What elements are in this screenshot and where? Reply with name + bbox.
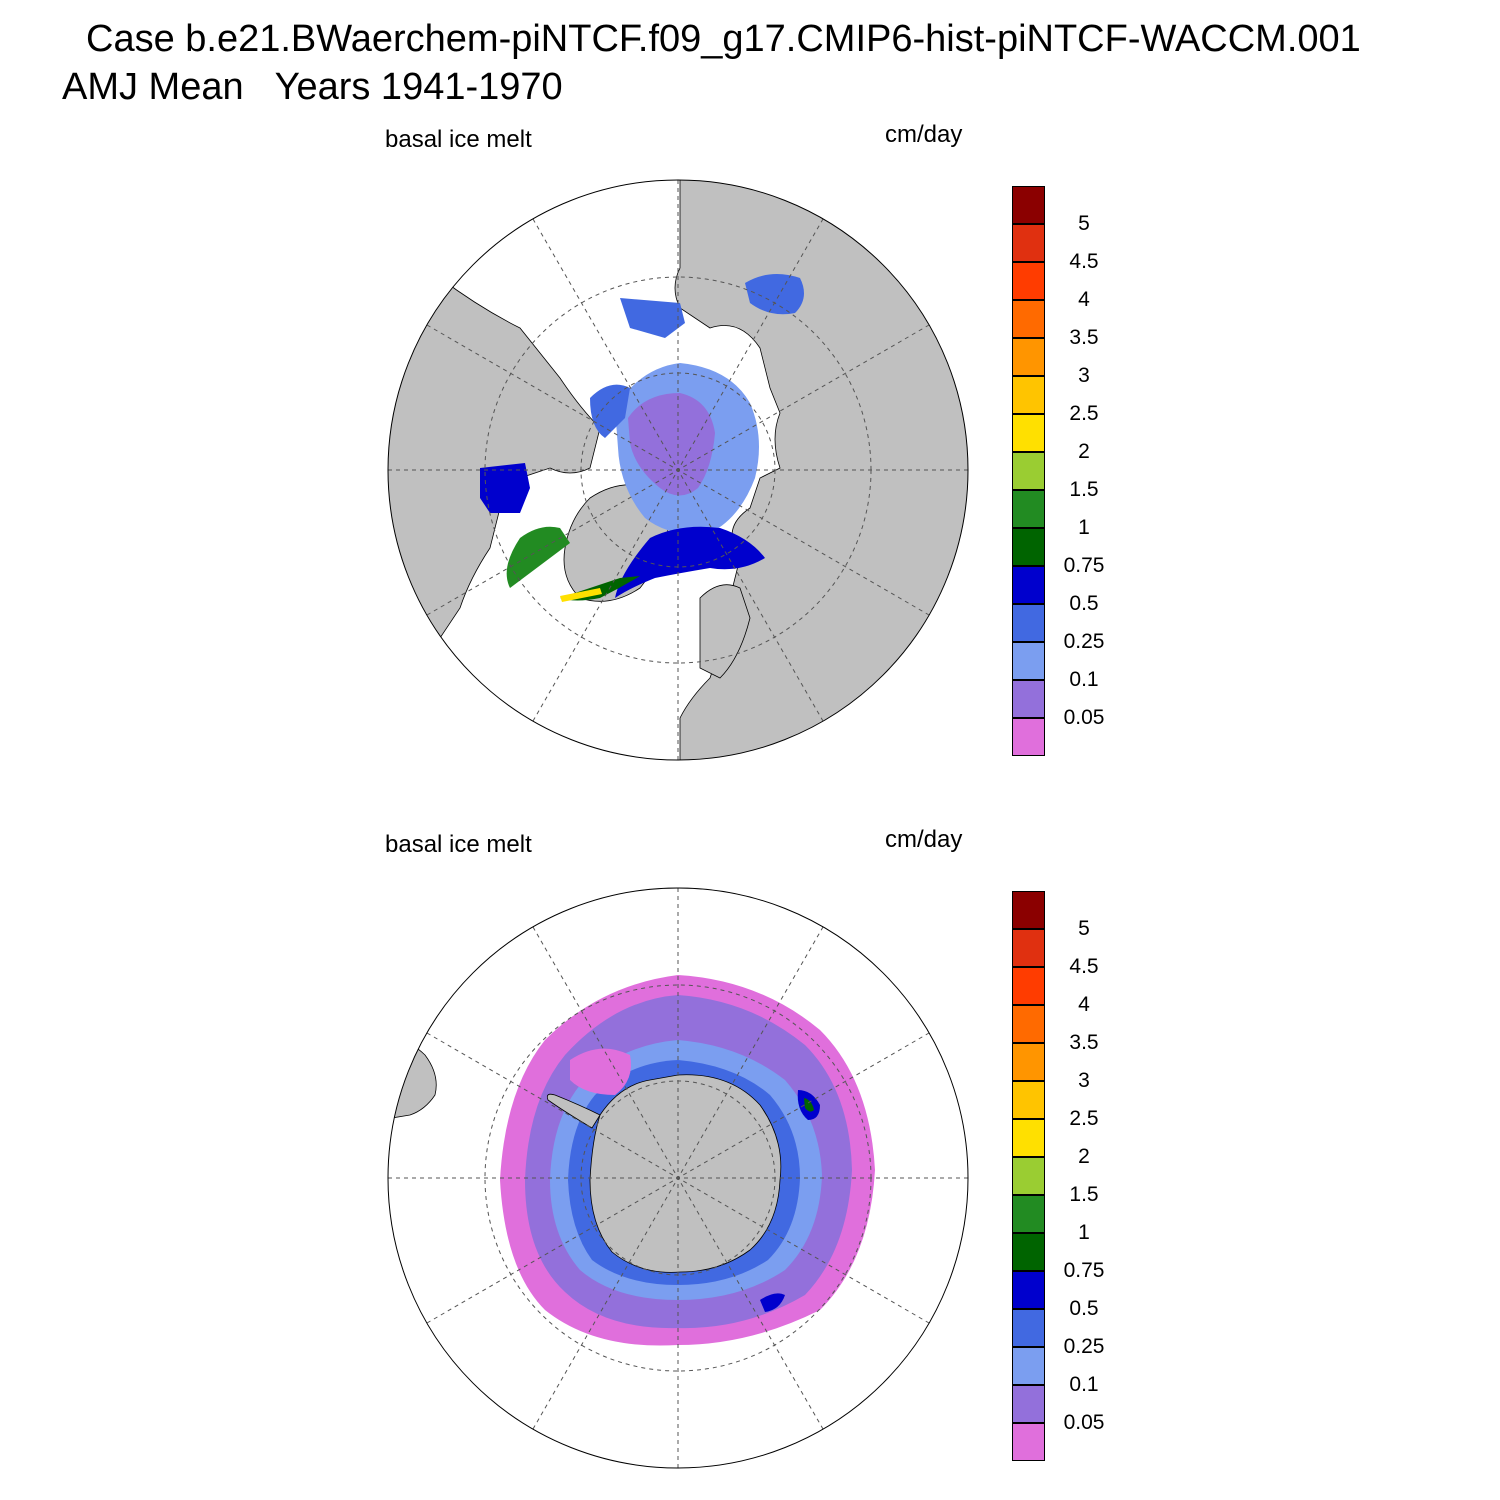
colorbar-tick-label: 0.1 xyxy=(1069,668,1099,691)
colorbar-swatch xyxy=(1012,604,1045,642)
colorbar-swatch xyxy=(1012,262,1045,300)
colorbar-tick-label: 5 xyxy=(1078,212,1090,235)
colorbar-tick-label: 2.5 xyxy=(1069,1107,1099,1130)
colorbar-tick-label: 1.5 xyxy=(1069,1183,1099,1206)
colorbar-swatch xyxy=(1012,414,1045,452)
melt-greenland-south-yellow xyxy=(560,588,602,602)
melt-hotspot-east-green xyxy=(804,1098,814,1112)
colorbar-swatch xyxy=(1012,718,1045,756)
colorbar-tick-label: 0.05 xyxy=(1063,706,1105,729)
colorbar-tick-label: 1 xyxy=(1078,516,1090,539)
colorbar-tick-label: 2 xyxy=(1078,440,1090,463)
colorbar-swatch xyxy=(1012,566,1045,604)
colorbar-swatch xyxy=(1012,490,1045,528)
colorbar-swatch xyxy=(1012,452,1045,490)
colorbar-swatch xyxy=(1012,1271,1045,1309)
colorbar-tick-label: 2.5 xyxy=(1069,402,1099,425)
colorbar-swatch xyxy=(1012,929,1045,967)
colorbar-swatch xyxy=(1012,224,1045,262)
land-antarctic-peninsula xyxy=(546,1093,601,1129)
colorbar-swatch xyxy=(1012,1423,1045,1461)
colorbar-tick-label: 4 xyxy=(1078,288,1090,311)
map-border-south xyxy=(387,887,969,1469)
colorbar-swatch xyxy=(1012,1309,1045,1347)
panel-2-variable-label: basal ice melt xyxy=(385,831,532,858)
colorbar-tick-label: 0.75 xyxy=(1063,1259,1105,1282)
colorbar-swatch xyxy=(1012,967,1045,1005)
colorbar-tick-label: 0.5 xyxy=(1069,1297,1099,1320)
colorbar-tick-label: 4.5 xyxy=(1069,955,1099,978)
colorbar-swatch xyxy=(1012,891,1045,929)
colorbar-tick-label: 0.25 xyxy=(1063,630,1105,653)
colorbar-swatch xyxy=(1012,338,1045,376)
colorbar-swatch xyxy=(1012,680,1045,718)
colorbar-tick-label: 0.5 xyxy=(1069,592,1099,615)
graticule-south xyxy=(388,888,968,1468)
colorbar-tick-label: 0.25 xyxy=(1063,1335,1105,1358)
colorbar-swatch xyxy=(1012,1081,1045,1119)
graticule-north xyxy=(388,180,968,760)
colorbar-tick-label: 5 xyxy=(1078,917,1090,940)
melt-weddell-pink xyxy=(570,1048,631,1095)
map-border-north xyxy=(387,179,969,761)
colorbar-tick-label: 1 xyxy=(1078,1221,1090,1244)
land-eurasia xyxy=(674,180,968,760)
colorbar-tick-label: 1.5 xyxy=(1069,478,1099,501)
colorbar-tick-label: 3.5 xyxy=(1069,1031,1099,1054)
colorbar-swatch xyxy=(1012,300,1045,338)
colorbar-swatch xyxy=(1012,642,1045,680)
melt-bering xyxy=(620,298,685,338)
melt-okhotsk xyxy=(745,274,804,315)
colorbar-tick-label: 0.75 xyxy=(1063,554,1105,577)
colorbar-swatch xyxy=(1012,1043,1045,1081)
melt-hudson-bay xyxy=(480,463,530,513)
colorbar-swatch xyxy=(1012,1157,1045,1195)
land-scandinavia xyxy=(699,584,751,679)
colorbar-tick-label: 3.5 xyxy=(1069,326,1099,349)
melt-hotspot-ross xyxy=(760,1293,785,1312)
colorbar-swatch xyxy=(1012,1233,1045,1271)
panel-2-units-label: cm/day xyxy=(885,826,963,853)
colorbar-swatch xyxy=(1012,376,1045,414)
colorbar-tick-label: 3 xyxy=(1078,1069,1090,1092)
arctic-polar-map xyxy=(387,179,969,761)
colorbar-tick-label: 2 xyxy=(1078,1145,1090,1168)
land-north-america xyxy=(388,257,601,649)
colorbar-swatch xyxy=(1012,1119,1045,1157)
melt-siberian-shelf xyxy=(590,384,630,438)
colorbar-swatch xyxy=(1012,1005,1045,1043)
panel-1-variable-label: basal ice melt xyxy=(385,126,532,153)
colorbar-tick-label: 4 xyxy=(1078,993,1090,1016)
figure-title-period: AMJ Mean Years 1941-1970 xyxy=(62,66,563,108)
colorbar-tick-label: 0.05 xyxy=(1063,1411,1105,1434)
colorbar-swatch xyxy=(1012,1385,1045,1423)
colorbar-tick-label: 3 xyxy=(1078,364,1090,387)
melt-barents-band xyxy=(615,526,765,598)
antarctic-polar-map xyxy=(387,887,969,1469)
panel-1-units-label: cm/day xyxy=(885,121,963,148)
colorbar-tick-label: 0.1 xyxy=(1069,1373,1099,1396)
colorbar-swatch xyxy=(1012,1347,1045,1385)
colorbar-swatch xyxy=(1012,528,1045,566)
colorbar-swatch xyxy=(1012,1195,1045,1233)
colorbar-swatch xyxy=(1012,186,1045,224)
colorbar-tick-label: 4.5 xyxy=(1069,250,1099,273)
figure-title-case: Case b.e21.BWaerchem-piNTCF.f09_g17.CMIP… xyxy=(86,18,1361,60)
